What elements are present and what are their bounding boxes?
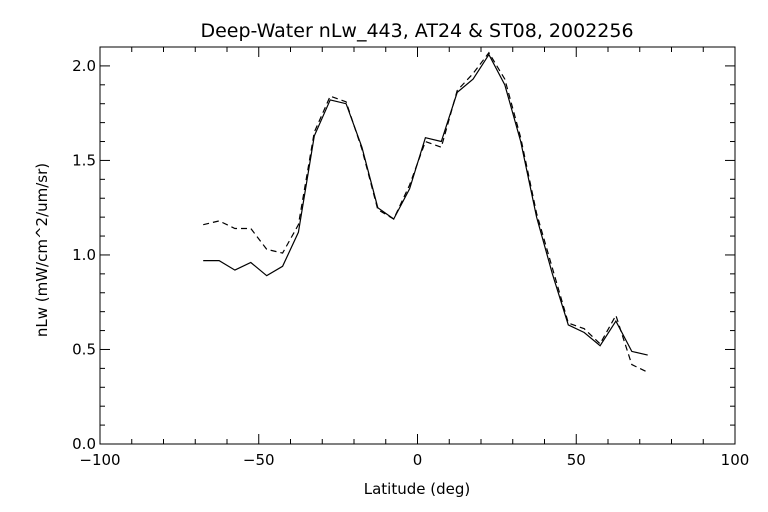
x-tick-label: −100 bbox=[79, 451, 120, 469]
chart-title: Deep-Water nLw_443, AT24 & ST08, 2002256 bbox=[200, 20, 633, 42]
x-tick-label: 50 bbox=[567, 451, 586, 469]
x-tick-label: 0 bbox=[413, 451, 423, 469]
series-line-1 bbox=[203, 53, 648, 356]
series-line-2 bbox=[203, 51, 648, 373]
plot-frame bbox=[99, 46, 736, 445]
x-tick-label: 100 bbox=[721, 451, 750, 469]
y-tick-label: 1.0 bbox=[72, 246, 96, 264]
y-tick-label: 1.5 bbox=[72, 151, 96, 169]
axis-ticks: −100 −50 0 50 100 0.0 0.5 1.0 1.5 2.0 bbox=[72, 47, 749, 469]
series-group bbox=[203, 51, 648, 373]
y-tick-label: 0.5 bbox=[72, 340, 96, 358]
x-tick-label: −50 bbox=[243, 451, 275, 469]
x-axis-label: Latitude (deg) bbox=[364, 480, 470, 498]
y-tick-label: 0.0 bbox=[72, 435, 96, 453]
y-axis-label: nLw (mW/cm^2/um/sr) bbox=[33, 163, 51, 337]
y-tick-label: 2.0 bbox=[72, 57, 96, 75]
